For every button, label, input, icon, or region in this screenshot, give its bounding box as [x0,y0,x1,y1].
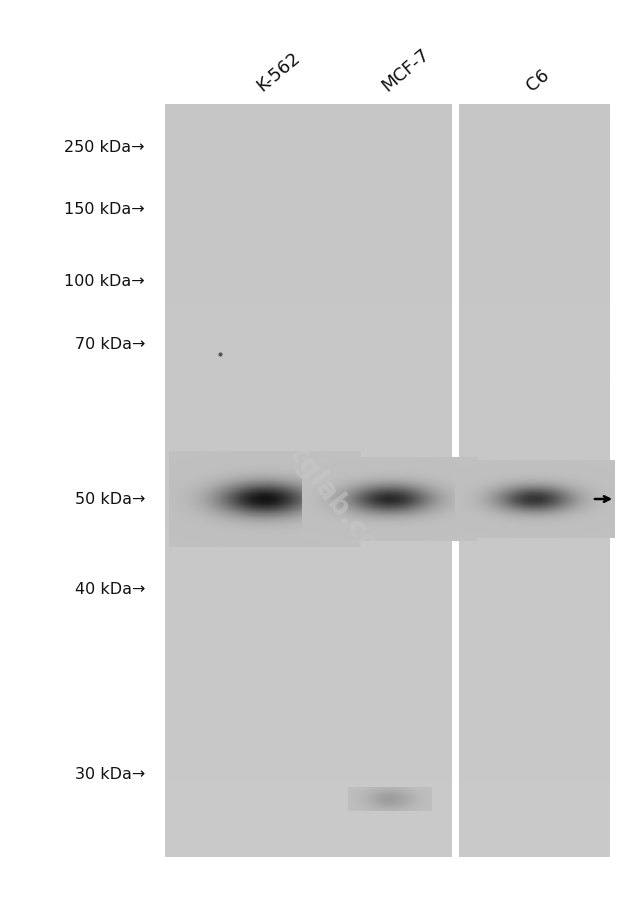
Text: 40 kDa→: 40 kDa→ [74,582,145,597]
Text: 250 kDa→: 250 kDa→ [64,141,145,155]
Text: 50 kDa→: 50 kDa→ [74,492,145,507]
Text: K-562: K-562 [254,49,304,95]
Text: MCF-7: MCF-7 [378,45,433,95]
Text: 70 kDa→: 70 kDa→ [74,337,145,352]
Bar [459,105,610,857]
Text: 30 kDa→: 30 kDa→ [75,767,145,782]
Text: 150 kDa→: 150 kDa→ [64,202,145,217]
Bar [165,105,451,857]
Text: www.ptglab.com: www.ptglab.com [218,357,402,581]
Text: C6: C6 [523,66,553,95]
Text: 100 kDa→: 100 kDa→ [64,274,145,290]
